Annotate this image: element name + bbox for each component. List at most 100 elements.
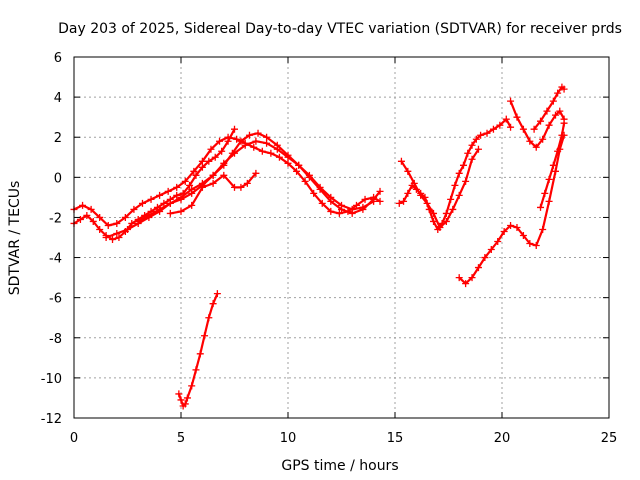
y-tick-label: 6	[54, 51, 62, 66]
data-point-marker	[549, 161, 557, 169]
data-point-marker	[250, 143, 258, 151]
data-point-marker	[483, 129, 491, 137]
data-point-marker	[243, 179, 251, 187]
data-point-marker	[560, 85, 568, 93]
data-point-marker	[89, 217, 97, 225]
data-point-marker	[361, 195, 369, 203]
data-point-marker	[404, 189, 412, 197]
data-point-marker	[188, 189, 196, 197]
data-point-marker	[220, 171, 228, 179]
data-point-marker	[224, 133, 232, 141]
data-point-marker	[173, 183, 181, 191]
data-point-marker	[164, 187, 172, 195]
data-point-marker	[545, 175, 553, 183]
data-point-marker	[397, 157, 405, 165]
data-point-marker	[436, 223, 444, 231]
data-point-marker	[128, 219, 136, 227]
data-point-marker	[245, 131, 253, 139]
series-line	[72, 128, 236, 241]
x-tick-label: 5	[177, 431, 185, 446]
series-arc-2	[70, 133, 384, 229]
series-arc-9	[507, 97, 568, 151]
data-point-marker	[370, 197, 378, 205]
data-point-marker	[181, 177, 189, 185]
data-point-marker	[430, 217, 438, 225]
data-point-marker	[175, 390, 183, 398]
data-point-marker	[211, 153, 219, 161]
data-point-marker	[530, 125, 538, 133]
data-point-marker	[451, 181, 459, 189]
data-point-marker	[192, 366, 200, 374]
data-point-marker	[410, 179, 418, 187]
data-point-marker	[166, 209, 174, 217]
data-point-marker	[258, 147, 266, 155]
data-point-marker	[205, 314, 213, 322]
data-point-marker	[539, 135, 547, 143]
data-point-marker	[124, 225, 131, 233]
data-point-marker	[442, 217, 450, 225]
y-tick-label: -10	[41, 372, 62, 387]
data-point-marker	[156, 191, 164, 199]
data-point-marker	[554, 89, 562, 97]
data-point-marker	[96, 225, 104, 233]
data-point-marker	[209, 171, 217, 179]
data-point-marker	[395, 199, 403, 207]
data-point-marker	[201, 332, 209, 340]
data-point-marker	[532, 143, 540, 151]
data-point-marker	[305, 171, 313, 179]
data-point-marker	[376, 187, 384, 195]
data-point-marker	[147, 195, 155, 203]
data-point-marker	[519, 125, 527, 133]
data-point-marker	[186, 181, 194, 189]
data-point-marker	[104, 221, 112, 229]
data-point-marker	[177, 207, 185, 215]
data-point-marker	[241, 141, 249, 149]
data-point-marker	[502, 115, 510, 123]
data-point-marker	[166, 199, 174, 207]
data-point-marker	[209, 300, 217, 308]
data-point-marker	[316, 183, 324, 191]
series-line	[509, 99, 566, 149]
data-point-marker	[549, 97, 557, 105]
data-point-marker	[102, 234, 110, 241]
series-layer	[70, 83, 568, 410]
data-point-marker	[541, 189, 549, 197]
data-point-marker	[196, 350, 204, 358]
data-point-marker	[462, 280, 470, 288]
data-point-marker	[181, 400, 189, 408]
data-point-marker	[417, 191, 425, 199]
data-point-marker	[231, 183, 238, 191]
y-tick-label: 4	[54, 91, 62, 106]
data-point-marker	[284, 153, 292, 161]
data-point-marker	[284, 159, 292, 167]
data-point-marker	[447, 195, 455, 203]
data-point-marker	[205, 157, 213, 165]
data-point-marker	[76, 215, 84, 223]
series-line	[72, 136, 382, 227]
data-point-marker	[554, 147, 562, 155]
series-line	[177, 292, 219, 408]
data-point-marker	[526, 137, 534, 145]
data-point-marker	[560, 119, 568, 127]
y-axis-label: SDTVAR / TECUs	[7, 181, 23, 296]
data-point-marker	[79, 201, 87, 209]
series-arc-11	[455, 131, 568, 288]
data-point-marker	[462, 177, 470, 185]
data-point-marker	[273, 145, 281, 153]
x-tick-label: 10	[280, 431, 297, 446]
series-line	[104, 140, 375, 239]
data-point-marker	[335, 209, 343, 217]
series-arc-12	[537, 119, 568, 211]
data-point-marker	[500, 227, 508, 235]
data-point-marker	[173, 191, 181, 199]
data-point-marker	[254, 129, 262, 137]
data-point-marker	[474, 145, 482, 153]
data-point-marker	[481, 254, 489, 262]
data-point-marker	[507, 221, 515, 229]
data-point-marker	[537, 117, 545, 125]
data-point-marker	[156, 207, 164, 215]
data-point-marker	[177, 195, 185, 203]
data-point-marker	[489, 125, 497, 133]
axis-ticks: 0 5 10 15 20 25 -12 -10 -8 -6 -4 -2 0 2 4 6	[41, 51, 618, 446]
data-point-marker	[188, 382, 196, 390]
